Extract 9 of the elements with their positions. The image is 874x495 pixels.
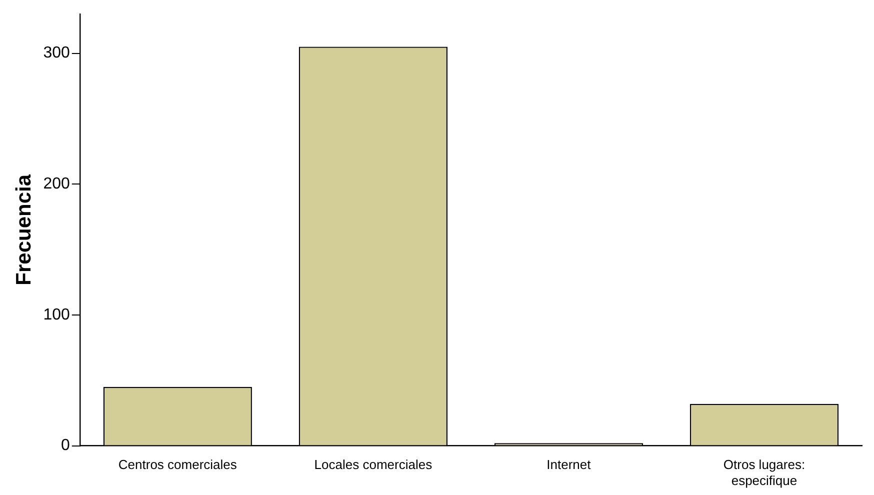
- x-tick-label: Otros lugares: especifique: [723, 457, 806, 488]
- y-tick-label: 0: [60, 437, 70, 454]
- y-tick-label: 200: [43, 176, 70, 193]
- y-tick-label: 100: [43, 306, 70, 324]
- y-tick-label: 300: [43, 44, 70, 62]
- x-tick-label: Locales comerciales: [314, 457, 433, 472]
- x-tick-label: Internet: [546, 457, 592, 472]
- x-tick-label: Centros comerciales: [118, 457, 238, 472]
- y-axis-title: Frecuencia: [12, 174, 36, 286]
